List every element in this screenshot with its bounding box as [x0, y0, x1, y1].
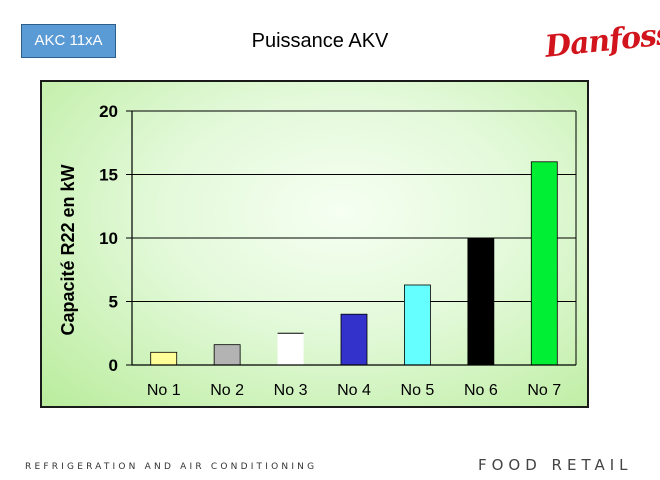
- y-axis-title: Capacité R22 en kW: [58, 164, 78, 335]
- x-tick-label: No 3: [274, 382, 308, 399]
- bar-no-4: [340, 313, 368, 366]
- bar-chart: 0 5 10 15 20 Capacité R22 en kW No 1 No 2 No 3 No…: [58, 102, 577, 399]
- slide-title: Puissance AKV: [251, 30, 389, 52]
- footer-division-text: REFRIGERATION AND AIR CONDITIONING: [25, 462, 318, 472]
- x-tick-label: No 6: [464, 382, 498, 399]
- x-tick-label: No 5: [401, 382, 435, 399]
- x-tick-label: No 7: [527, 382, 561, 399]
- bar-no-5: [404, 284, 431, 366]
- bar-no-7: [530, 161, 558, 366]
- y-tick-label: 10: [99, 229, 118, 248]
- x-tick-label: No 1: [147, 382, 181, 399]
- y-tick-label: 20: [99, 102, 118, 121]
- bar-no-2: [213, 344, 241, 366]
- x-tick-label: No 4: [337, 382, 371, 399]
- bar-no-1: [150, 351, 178, 366]
- chart-panel: 0 5 10 15 20 Capacité R22 en kW No 1 No 2 No 3 No…: [40, 80, 589, 408]
- bar-no-6: [467, 237, 495, 366]
- y-tick-label: 0: [109, 356, 118, 375]
- x-tick-label: No 2: [210, 382, 244, 399]
- bar-no-3: [277, 333, 304, 365]
- y-tick-label: 15: [99, 166, 118, 185]
- model-label-box: AKC 11xA: [21, 24, 116, 58]
- y-tick-label: 5: [109, 293, 118, 312]
- danfoss-logo: Danfoss: [543, 16, 660, 65]
- footer-segment-text: FOOD RETAIL: [478, 456, 633, 474]
